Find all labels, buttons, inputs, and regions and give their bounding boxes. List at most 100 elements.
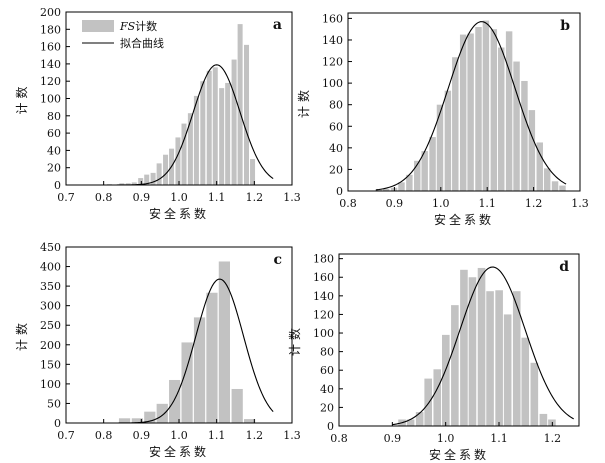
histogram-bar xyxy=(156,403,168,423)
histogram-bar xyxy=(187,113,193,185)
plot-frame xyxy=(338,253,580,427)
histogram-bar xyxy=(169,379,181,423)
histogram-bar xyxy=(444,90,452,191)
histogram-bar xyxy=(490,29,498,191)
x-tick-label: 1.1 xyxy=(208,191,226,204)
y-tick-label: 40 xyxy=(47,144,61,157)
y-axis-label: 计数 xyxy=(14,319,29,351)
y-tick-label: 80 xyxy=(47,110,61,123)
x-tick-label: 1.3 xyxy=(571,197,589,210)
histogram-bar xyxy=(150,172,156,185)
histogram-bar xyxy=(482,20,490,192)
y-tick-label: 160 xyxy=(313,271,334,284)
histogram-bar xyxy=(551,181,559,191)
y-tick-label: 400 xyxy=(40,261,61,274)
histogram-bar xyxy=(206,70,212,185)
y-tick-label: 160 xyxy=(40,41,61,54)
histogram-bar xyxy=(521,337,530,426)
histogram-bar xyxy=(429,137,436,191)
legend-label: 拟合曲线 xyxy=(120,36,164,50)
y-tick-label: 20 xyxy=(320,401,334,414)
y-tick-label: 140 xyxy=(322,34,343,47)
x-axis-label: 安全系数 xyxy=(434,212,494,227)
histogram-bar xyxy=(237,24,243,185)
y-tick-label: 50 xyxy=(47,397,61,410)
y-axis-label: 计数 xyxy=(14,82,29,114)
histogram-bar xyxy=(244,44,250,186)
histogram-bar xyxy=(175,137,181,185)
y-tick-label: 0 xyxy=(327,420,334,433)
x-axis-label: 安全系数 xyxy=(149,444,209,459)
x-tick-label: 1.0 xyxy=(432,197,450,210)
plot-frame xyxy=(347,12,581,192)
histogram-bar xyxy=(382,188,390,191)
y-tick-label: 300 xyxy=(40,300,61,313)
histogram-bar xyxy=(181,123,187,185)
x-tick-label: 1.2 xyxy=(246,191,264,204)
histogram-bar xyxy=(539,413,548,426)
histogram-bar xyxy=(144,174,150,185)
y-tick-label: 40 xyxy=(320,383,334,396)
x-tick-label: 1.3 xyxy=(283,191,301,204)
x-tick-label: 1.1 xyxy=(208,429,226,442)
y-axis-label: 计数 xyxy=(296,86,311,118)
histogram-bar xyxy=(498,47,505,192)
y-tick-label: 20 xyxy=(47,162,61,175)
panel-letter: c xyxy=(273,252,282,268)
legend-label: FS计数 xyxy=(119,20,157,33)
histogram-bar xyxy=(436,104,444,191)
histogram-bar xyxy=(415,412,424,426)
y-tick-label: 450 xyxy=(40,241,61,254)
histogram-bar xyxy=(225,82,231,185)
x-axis-label: 安全系数 xyxy=(429,447,489,462)
x-axis-label: 安全系数 xyxy=(149,206,209,221)
histogram-bar xyxy=(131,418,143,423)
y-tick-label: 120 xyxy=(313,308,334,321)
histogram-bar xyxy=(212,67,218,185)
y-tick-label: 100 xyxy=(322,77,343,90)
panel-d: 0.8 0.9 1.0 1.1 1.2 0 20 40 60 80 100 120 140 160 180 安… xyxy=(287,253,580,462)
y-tick-label: 80 xyxy=(320,346,334,359)
y-tick-label: 0 xyxy=(336,185,343,198)
fit-curve xyxy=(392,266,574,426)
histogram-bar xyxy=(460,269,468,426)
y-tick-label: 140 xyxy=(40,58,61,71)
histogram-bar xyxy=(193,95,199,185)
x-tick-label: 0.8 xyxy=(95,191,113,204)
x-tick-label: 1.1 xyxy=(490,432,508,445)
histogram-bar xyxy=(163,154,169,185)
histogram-bar xyxy=(475,27,482,191)
x-tick-label: 1.3 xyxy=(283,429,301,442)
histogram-bar xyxy=(144,411,156,423)
panel-letter: d xyxy=(559,259,569,275)
histogram-bar xyxy=(181,342,193,423)
x-tick-label: 0.9 xyxy=(386,197,404,210)
histogram-bar xyxy=(244,419,256,423)
histogram-bar xyxy=(156,163,162,185)
histogram-bar xyxy=(521,80,528,191)
histogram-bar xyxy=(375,189,382,191)
histogram-bar xyxy=(451,305,459,426)
y-tick-label: 350 xyxy=(40,280,61,293)
x-tick-label: 0.8 xyxy=(339,197,357,210)
y-tick-label: 20 xyxy=(329,163,343,176)
histogram-bar xyxy=(406,174,413,191)
histogram-bar xyxy=(477,267,486,426)
histogram-bar xyxy=(131,182,137,185)
histogram-bar xyxy=(414,160,421,191)
histogram-bar xyxy=(442,334,450,426)
histogram-bar xyxy=(486,291,494,426)
x-tick-label: 0.9 xyxy=(133,191,151,204)
x-tick-label: 0.7 xyxy=(57,191,75,204)
histogram-bar xyxy=(250,159,256,185)
y-axis-label: 计数 xyxy=(287,324,302,356)
histogram-bar xyxy=(528,110,536,191)
histogram-bar xyxy=(406,419,415,426)
y-tick-label: 250 xyxy=(40,319,61,332)
histogram-bar xyxy=(467,33,474,191)
x-tick-label: 1.0 xyxy=(170,429,188,442)
x-tick-label: 0.8 xyxy=(95,429,113,442)
y-tick-label: 200 xyxy=(40,6,61,19)
